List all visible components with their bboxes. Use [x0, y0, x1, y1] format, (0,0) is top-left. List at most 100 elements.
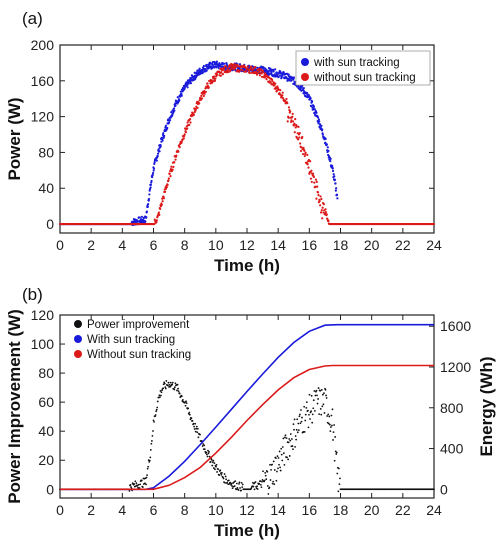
data-point	[287, 116, 290, 119]
data-point	[315, 180, 318, 183]
data-point	[194, 422, 197, 425]
data-point	[176, 389, 178, 392]
data-point	[197, 436, 200, 439]
data-point	[339, 477, 341, 480]
legend-box	[295, 50, 431, 86]
data-point	[333, 459, 336, 462]
data-point	[141, 486, 144, 488]
data-point	[155, 159, 158, 162]
data-point	[305, 401, 308, 404]
data-point	[213, 66, 216, 69]
data-point	[316, 116, 320, 119]
data-point	[301, 416, 303, 419]
data-point	[163, 134, 166, 137]
data-point	[274, 68, 277, 71]
data-point	[298, 413, 301, 416]
data-point	[193, 107, 196, 110]
data-point	[186, 121, 189, 124]
data-point	[260, 486, 263, 489]
data-point	[321, 206, 324, 209]
data-point	[170, 165, 173, 168]
data-point	[266, 485, 269, 487]
x-tick-label: 10	[208, 237, 224, 253]
data-point	[139, 483, 142, 486]
data-point	[320, 413, 323, 416]
data-point	[317, 194, 320, 197]
data-point	[271, 80, 274, 83]
data-point	[337, 467, 340, 470]
data-point	[152, 167, 156, 170]
data-point	[315, 197, 318, 200]
data-point	[313, 108, 316, 111]
data-point	[196, 431, 199, 434]
data-point	[209, 78, 212, 82]
data-point	[178, 146, 181, 149]
data-point	[148, 189, 151, 192]
legend-marker	[74, 335, 82, 343]
data-point	[336, 197, 339, 200]
data-point	[285, 437, 288, 440]
data-point	[326, 415, 329, 417]
data-point	[198, 67, 201, 70]
y-tick-label: 200	[31, 37, 55, 53]
data-point	[202, 94, 205, 98]
data-point	[147, 197, 151, 201]
data-point	[302, 87, 305, 90]
y-axis-title: Power Improvement (W)	[5, 309, 24, 504]
x-tick-label: 24	[426, 237, 442, 253]
data-point	[240, 489, 243, 492]
data-point	[145, 476, 148, 479]
data-point	[240, 481, 243, 484]
data-point	[212, 459, 215, 462]
legend: with sun tracking without sun tracking	[295, 50, 431, 86]
data-point	[186, 127, 189, 130]
data-point	[209, 460, 212, 463]
data-point	[317, 387, 320, 389]
data-point	[171, 168, 174, 171]
data-point	[173, 109, 176, 112]
data-point	[267, 493, 270, 495]
data-point	[206, 455, 209, 458]
data-point	[220, 471, 223, 474]
data-point	[174, 158, 177, 161]
data-point	[168, 119, 172, 122]
data-point	[327, 219, 330, 222]
data-point	[307, 166, 310, 169]
data-point	[238, 481, 241, 484]
data-point	[201, 97, 204, 100]
data-point	[235, 488, 238, 491]
data-point	[273, 84, 276, 87]
data-point	[213, 75, 216, 78]
data-point	[166, 183, 169, 186]
x-tick-label: 18	[333, 237, 349, 253]
data-point	[177, 390, 180, 393]
data-point	[304, 419, 307, 422]
data-point	[330, 414, 333, 417]
data-point	[310, 104, 313, 107]
data-point	[150, 179, 153, 183]
data-point	[231, 487, 234, 490]
data-point	[288, 455, 291, 457]
data-point	[202, 64, 206, 68]
data-point	[160, 394, 162, 397]
data-point	[324, 137, 327, 140]
data-point	[325, 213, 328, 216]
data-point	[151, 171, 155, 175]
data-point	[214, 468, 216, 471]
x-axis-title: Time (h)	[214, 521, 280, 540]
data-point	[327, 422, 330, 425]
data-point	[163, 382, 166, 385]
data-point	[155, 408, 158, 411]
data-point	[176, 96, 179, 99]
data-point	[325, 394, 327, 397]
data-point	[151, 176, 154, 179]
x-tick-label: 2	[87, 502, 95, 518]
data-point	[308, 413, 310, 416]
data-point	[207, 452, 210, 455]
data-point	[312, 175, 316, 179]
data-point	[171, 381, 174, 384]
data-point	[306, 91, 309, 95]
data-point	[336, 472, 339, 475]
data-point	[277, 76, 280, 79]
data-point	[224, 475, 227, 478]
